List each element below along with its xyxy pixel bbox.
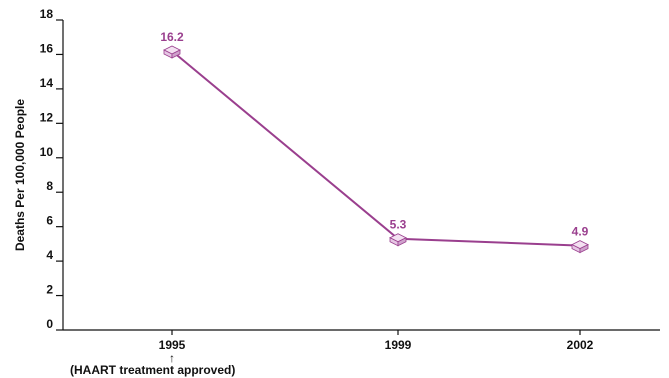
data-point-marker bbox=[389, 233, 407, 247]
annotation-arrow: ↑ bbox=[169, 351, 175, 365]
data-point-marker bbox=[571, 240, 589, 254]
series-deaths: 16.2 5.3 4.9 bbox=[160, 30, 589, 254]
y-ticks: 0 2 4 6 8 10 12 14 16 18 bbox=[40, 7, 63, 331]
y-axis-title: Deaths Per 100,000 People bbox=[13, 99, 27, 251]
y-tick-label: 16 bbox=[40, 41, 54, 55]
annotation-text: (HAART treatment approved) bbox=[70, 363, 235, 377]
data-label: 4.9 bbox=[572, 225, 589, 239]
x-ticks: 1995 1999 2002 bbox=[159, 330, 594, 352]
y-tick-label: 0 bbox=[46, 317, 53, 331]
y-tick-label: 12 bbox=[40, 110, 54, 124]
x-tick-label: 1999 bbox=[385, 338, 412, 352]
haart-annotation: ↑ (HAART treatment approved) bbox=[70, 351, 235, 377]
y-tick-label: 8 bbox=[46, 179, 53, 193]
data-point-marker bbox=[163, 45, 181, 59]
y-tick-label: 18 bbox=[40, 7, 54, 21]
x-tick-label: 1995 bbox=[159, 338, 186, 352]
y-tick-label: 10 bbox=[40, 145, 54, 159]
y-tick-label: 6 bbox=[46, 214, 53, 228]
y-tick-label: 14 bbox=[40, 76, 54, 90]
data-label: 16.2 bbox=[160, 30, 184, 44]
data-label: 5.3 bbox=[390, 218, 407, 232]
y-tick-label: 2 bbox=[46, 283, 53, 297]
axes bbox=[62, 20, 660, 331]
x-tick-label: 2002 bbox=[567, 338, 594, 352]
y-tick-label: 4 bbox=[46, 248, 53, 262]
series-line bbox=[171, 50, 581, 247]
